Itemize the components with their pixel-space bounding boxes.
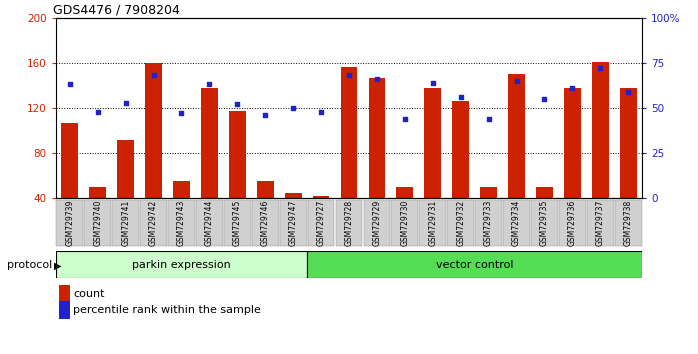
Bar (313, 196, 329, 198)
Point (232, 102, 243, 107)
Bar (117, 139, 134, 198)
Text: percentile rank within the sample: percentile rank within the sample (73, 305, 261, 315)
Bar (89, 187, 106, 198)
Text: GSM729728: GSM729728 (345, 200, 353, 246)
FancyBboxPatch shape (56, 251, 307, 278)
Text: vector control: vector control (436, 259, 514, 270)
Text: GSM729731: GSM729731 (429, 200, 437, 246)
Bar (536, 187, 553, 198)
Point (595, 65, 606, 71)
Point (260, 112, 271, 118)
Bar (145, 63, 162, 198)
Point (288, 105, 299, 111)
Point (483, 116, 494, 122)
Text: GSM729738: GSM729738 (624, 200, 632, 246)
Bar (369, 78, 385, 198)
Point (120, 100, 131, 105)
Point (511, 78, 522, 84)
Bar (508, 74, 525, 198)
Text: GSM729737: GSM729737 (596, 200, 604, 246)
Text: GSM729742: GSM729742 (149, 200, 158, 246)
Point (64, 82, 75, 87)
Text: GSM729740: GSM729740 (94, 200, 102, 246)
Bar (564, 88, 581, 198)
Bar (620, 88, 637, 198)
Bar (61, 122, 78, 198)
Text: GSM729732: GSM729732 (456, 200, 465, 246)
Point (176, 110, 187, 116)
Text: parkin expression: parkin expression (132, 259, 231, 270)
Bar (452, 101, 469, 198)
Text: GSM729727: GSM729727 (317, 200, 325, 246)
Bar (396, 187, 413, 198)
Text: GSM729729: GSM729729 (373, 200, 381, 246)
Point (343, 73, 355, 78)
Bar (229, 112, 246, 198)
Bar (424, 88, 441, 198)
Point (427, 80, 438, 86)
Point (399, 116, 410, 122)
Bar (257, 181, 274, 198)
Text: GSM729735: GSM729735 (540, 200, 549, 246)
Text: GSM729734: GSM729734 (512, 200, 521, 246)
Bar (592, 62, 609, 198)
Point (539, 96, 550, 102)
Text: GSM729746: GSM729746 (261, 200, 269, 246)
Point (315, 109, 327, 114)
Text: GSM729733: GSM729733 (484, 200, 493, 246)
Text: GSM729739: GSM729739 (66, 200, 74, 246)
Point (204, 82, 215, 87)
Bar (201, 88, 218, 198)
Text: GSM729744: GSM729744 (205, 200, 214, 246)
Text: protocol: protocol (7, 261, 52, 270)
Text: GSM729736: GSM729736 (568, 200, 577, 246)
Bar (173, 181, 190, 198)
Text: ▶: ▶ (54, 261, 62, 270)
Point (455, 94, 466, 100)
Text: GSM729745: GSM729745 (233, 200, 242, 246)
Point (567, 85, 578, 91)
FancyBboxPatch shape (307, 251, 642, 278)
Point (148, 73, 159, 78)
Bar (480, 187, 497, 198)
Point (92, 109, 103, 114)
Text: GSM729741: GSM729741 (121, 200, 130, 246)
Bar (341, 67, 357, 198)
Text: GDS4476 / 7908204: GDS4476 / 7908204 (53, 4, 180, 17)
Text: count: count (73, 289, 105, 299)
Bar (285, 193, 302, 198)
Text: GSM729747: GSM729747 (289, 200, 297, 246)
Point (623, 89, 634, 95)
Text: GSM729730: GSM729730 (401, 200, 409, 246)
Point (371, 76, 383, 82)
Text: GSM729743: GSM729743 (177, 200, 186, 246)
